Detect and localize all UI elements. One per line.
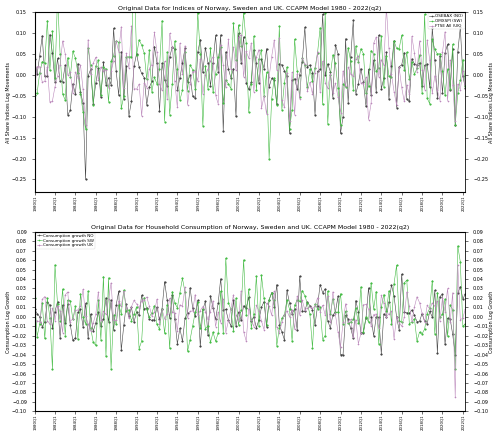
OSEBAX (NO)	[261, 66, 267, 71]
Consumption growth UK	[258, 318, 264, 324]
Legend: Consumption growth NO, Consumption growth SW, Consumption growth UK: Consumption growth NO, Consumption growt…	[36, 232, 95, 249]
Title: Original Data for Household Consumption of Norway, Sweden and UK. CCAPM Model 19: Original Data for Household Consumption …	[91, 225, 409, 230]
OSEBAX (NO)	[96, 66, 102, 71]
OSEBAX (NO)	[240, 34, 246, 40]
Consumption growth UK	[462, 306, 468, 311]
Y-axis label: All Share Indices Log Movements: All Share Indices Log Movements	[490, 61, 494, 143]
OMXSPI (SW)	[194, 10, 200, 15]
Legend: OSEBAX (NO), OMXSPI (SW), FTSE All (UK): OSEBAX (NO), OMXSPI (SW), FTSE All (UK)	[428, 13, 465, 29]
Consumption growth NO	[192, 314, 198, 319]
Consumption growth UK	[455, 262, 461, 267]
Consumption growth SW	[96, 298, 102, 303]
FTSE All (UK)	[96, 78, 102, 83]
Consumption growth UK	[192, 292, 198, 297]
FTSE All (UK)	[240, 74, 246, 79]
Consumption growth NO	[338, 352, 344, 357]
FTSE All (UK)	[82, 123, 88, 128]
Consumption growth SW	[419, 331, 425, 337]
Y-axis label: Consumption Log Growth: Consumption Log Growth	[6, 290, 10, 353]
Title: Original Data for Indices of Norway, Sweden and UK. CCAPM Model 1980 - 2022(q2): Original Data for Indices of Norway, Swe…	[118, 6, 382, 10]
Consumption growth SW	[240, 257, 246, 262]
Consumption growth NO	[462, 291, 468, 296]
OMXSPI (SW)	[266, 156, 272, 161]
Line: Consumption growth UK: Consumption growth UK	[34, 264, 467, 399]
OSEBAX (NO)	[462, 85, 468, 91]
Consumption growth NO	[422, 319, 428, 324]
FTSE All (UK)	[261, 94, 267, 99]
FTSE All (UK)	[384, 5, 390, 10]
Line: OMXSPI (SW): OMXSPI (SW)	[34, 0, 466, 160]
Consumption growth SW	[455, 243, 461, 249]
OMXSPI (SW)	[240, 10, 246, 16]
Consumption growth SW	[243, 313, 249, 318]
Consumption growth NO	[32, 307, 38, 312]
FTSE All (UK)	[194, 78, 200, 84]
OMXSPI (SW)	[462, 84, 468, 89]
OSEBAX (NO)	[320, 12, 326, 17]
Consumption growth SW	[50, 366, 56, 371]
Consumption growth UK	[238, 288, 244, 293]
OSEBAX (NO)	[32, 57, 38, 62]
Consumption growth NO	[238, 318, 244, 323]
OSEBAX (NO)	[194, 50, 200, 55]
Consumption growth SW	[261, 296, 267, 301]
Consumption growth SW	[194, 300, 200, 305]
Consumption growth NO	[398, 272, 404, 277]
OMXSPI (SW)	[93, 64, 99, 69]
FTSE All (UK)	[422, 87, 428, 92]
Consumption growth UK	[32, 319, 38, 324]
Consumption growth UK	[416, 300, 422, 305]
Line: OSEBAX (NO): OSEBAX (NO)	[34, 14, 466, 180]
OSEBAX (NO)	[82, 177, 88, 182]
OSEBAX (NO)	[243, 80, 249, 85]
Line: Consumption growth SW: Consumption growth SW	[34, 245, 466, 370]
FTSE All (UK)	[462, 86, 468, 92]
FTSE All (UK)	[243, 49, 249, 54]
Line: Consumption growth NO: Consumption growth NO	[34, 273, 466, 355]
Consumption growth UK	[452, 395, 458, 400]
Consumption growth NO	[240, 303, 246, 308]
Consumption growth SW	[32, 296, 38, 301]
Consumption growth UK	[240, 329, 246, 334]
OMXSPI (SW)	[261, 93, 267, 99]
Line: FTSE All (UK): FTSE All (UK)	[34, 6, 467, 126]
OMXSPI (SW)	[243, 40, 249, 45]
FTSE All (UK)	[32, 86, 38, 92]
Consumption growth NO	[258, 305, 264, 310]
Y-axis label: All Share Indices Log Movements: All Share Indices Log Movements	[6, 61, 10, 143]
Consumption growth NO	[93, 320, 99, 326]
OMXSPI (SW)	[422, 11, 428, 17]
OSEBAX (NO)	[422, 63, 428, 68]
OMXSPI (SW)	[32, 92, 38, 98]
Y-axis label: Consumption Log Growth: Consumption Log Growth	[490, 290, 494, 353]
Consumption growth SW	[462, 321, 468, 327]
Consumption growth UK	[93, 312, 99, 317]
